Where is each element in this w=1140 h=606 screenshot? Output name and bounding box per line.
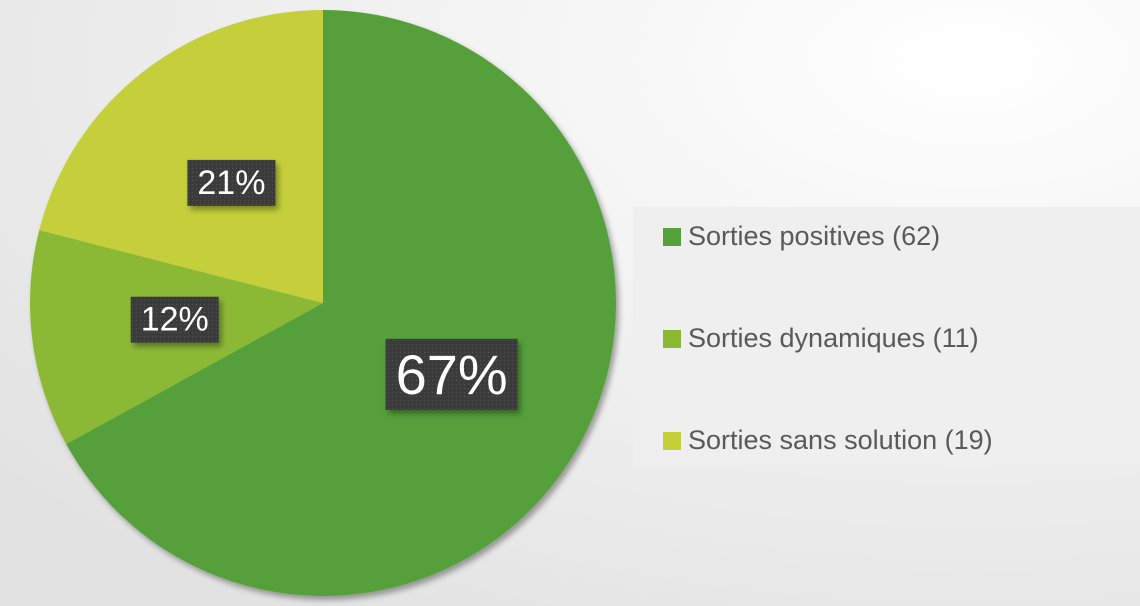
legend-label: Sorties positives (62) [688,221,940,251]
data-label-box [187,159,276,206]
data-label-group: 12% [130,296,219,343]
pie [30,10,617,597]
pie-slice [39,10,323,303]
legend-swatch [663,432,681,450]
pie-slice [66,10,617,597]
legend-swatch [663,330,681,348]
data-label-group: 21% [187,159,276,206]
data-label-box [385,338,518,410]
data-label-box [130,296,219,343]
data-label: 12% [141,301,209,339]
legend-label: Sorties sans solution (19) [688,425,993,455]
legend-label: Sorties dynamiques (11) [688,323,979,353]
data-label: 67% [396,343,508,406]
data-label: 21% [197,164,265,202]
legend-swatch [663,228,681,246]
legend-box [633,207,1140,465]
data-label-group: 67% [385,338,518,410]
